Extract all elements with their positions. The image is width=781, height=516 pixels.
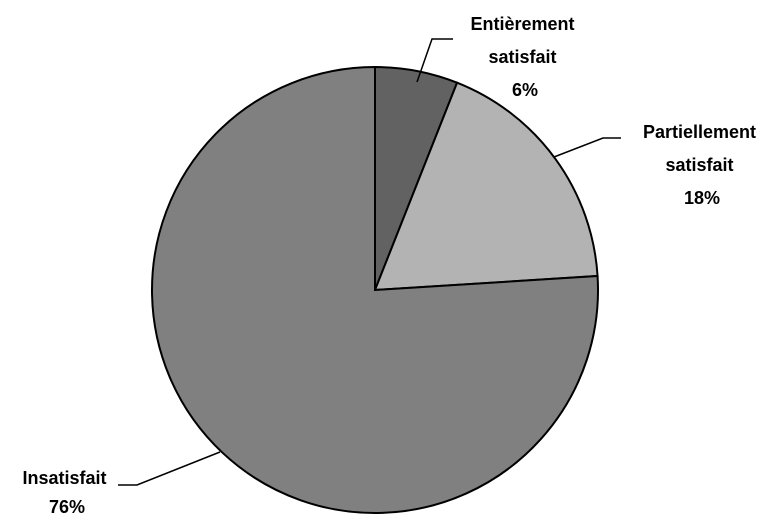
leader-line-partiellement: [553, 137, 621, 158]
leader-line-insatisfait: [118, 451, 221, 486]
label-partiellement: Partiellement satisfait 18%: [643, 122, 761, 208]
label-entierement: Entièrement satisfait 6%: [470, 14, 579, 100]
slice-partiellement-satisfait: [373, 81, 599, 292]
label-insatisfait: Insatisfait 76%: [22, 468, 111, 516]
pie-slices: [151, 65, 599, 514]
leader-line-entierement: [416, 38, 453, 83]
slice-insatisfait: [151, 65, 599, 514]
